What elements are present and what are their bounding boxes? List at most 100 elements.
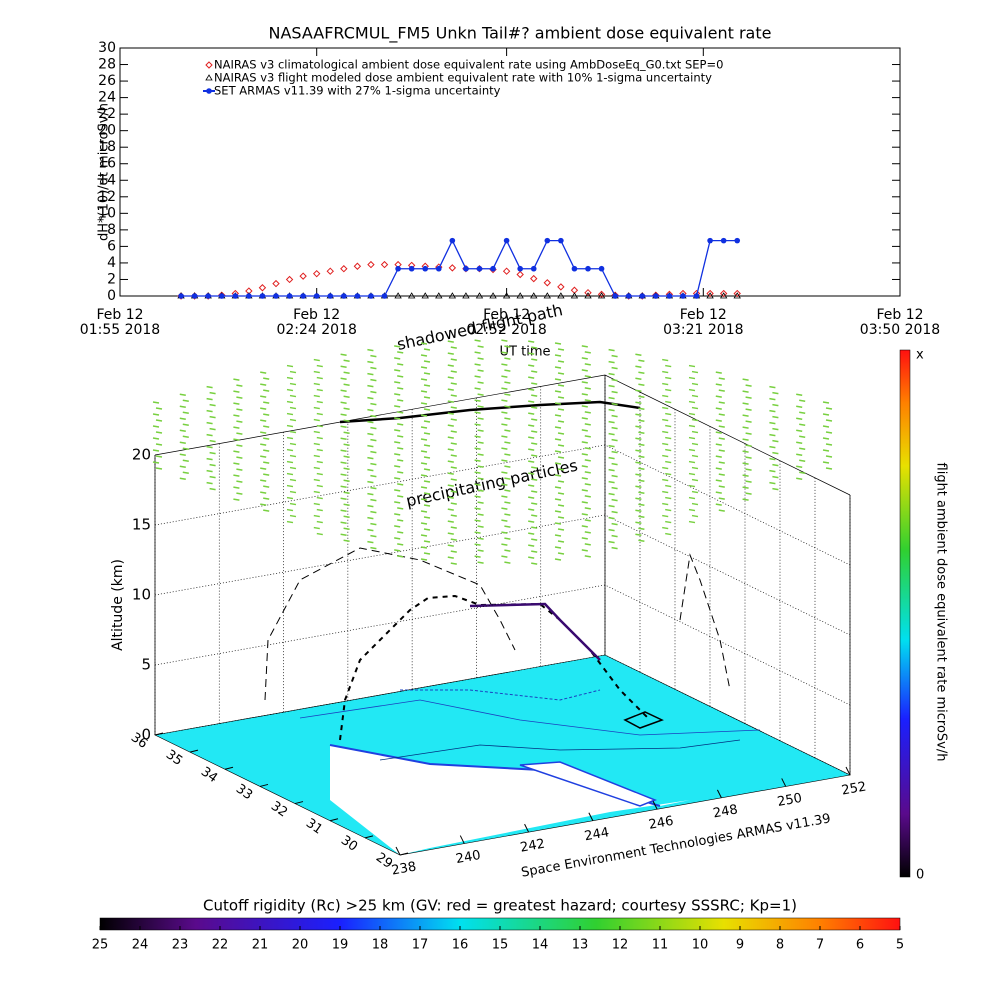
y-tick	[329, 818, 339, 822]
marker	[232, 293, 239, 299]
particle-dash	[638, 359, 645, 362]
particle-dash	[340, 437, 347, 440]
particle-dash	[772, 451, 779, 455]
particle-dash	[557, 552, 565, 555]
particle-dash	[501, 483, 508, 486]
particle-dash	[397, 411, 404, 414]
particle-dash	[635, 353, 642, 356]
particle-dash	[420, 354, 428, 357]
particle-dash	[742, 486, 749, 489]
y-tick-label: 30	[98, 40, 116, 56]
particle-dash	[394, 501, 401, 504]
particle-dash	[531, 454, 538, 457]
particle-dash	[554, 510, 562, 513]
particle-dash	[450, 490, 457, 493]
particle-dash	[236, 384, 243, 387]
particle-dash	[447, 532, 454, 535]
x-tick	[652, 801, 658, 810]
particle-dash	[581, 429, 588, 432]
y-tick-label: 31	[303, 816, 325, 838]
particle-dash	[501, 363, 508, 366]
particle-dash	[665, 532, 672, 536]
particle-dash	[584, 423, 591, 426]
particle-dash	[397, 507, 404, 510]
particle-dash	[233, 378, 240, 381]
marker	[354, 293, 361, 299]
particle-dash	[504, 405, 511, 408]
particle-dash	[367, 504, 374, 508]
particle-dash	[635, 389, 642, 392]
particle-dash	[313, 514, 320, 518]
particle-dash	[554, 534, 562, 537]
marker	[476, 265, 483, 272]
marker	[707, 237, 713, 244]
particle-dash	[557, 408, 565, 411]
particle-dash	[316, 520, 323, 524]
particle-dash	[638, 419, 645, 422]
particle-dash	[501, 447, 508, 450]
colorbar-tick-label: 21	[252, 938, 269, 953]
particle-dash	[718, 473, 725, 476]
z-tick-label: 20	[132, 446, 151, 464]
particle-dash	[504, 393, 511, 396]
y-tick-label: 2	[107, 271, 116, 287]
particle-dash	[688, 376, 696, 380]
particle-dash	[397, 459, 404, 462]
particle-dash	[370, 402, 377, 406]
particle-dash	[316, 472, 323, 476]
particle-dash	[635, 473, 642, 476]
particle-dash	[825, 467, 833, 470]
particle-dash	[531, 514, 538, 517]
marker	[612, 293, 618, 299]
particle-dash	[423, 396, 431, 399]
particle-dash	[370, 474, 377, 478]
particle-dash	[397, 423, 404, 426]
particle-dash	[501, 351, 508, 354]
particle-dash	[501, 435, 508, 438]
particle-dash	[611, 486, 618, 490]
particle-dash	[182, 399, 189, 402]
series-line	[181, 239, 738, 297]
marker	[734, 237, 741, 244]
particle-dash	[450, 418, 457, 421]
particle-dash	[370, 426, 377, 430]
particle-dash	[665, 412, 672, 416]
marker	[489, 292, 497, 299]
particle-dash	[209, 391, 216, 395]
particle-dash	[635, 497, 642, 500]
particle-dash	[691, 370, 699, 374]
particle-dash	[584, 495, 591, 498]
particle-dash	[420, 390, 428, 393]
particle-dash	[340, 473, 347, 476]
particle-dash	[286, 400, 294, 404]
particle-dash	[554, 486, 562, 489]
particle-dash	[179, 417, 186, 420]
particle-dash	[370, 390, 377, 394]
particle-dash	[688, 448, 696, 452]
particle-dash	[394, 549, 401, 552]
y-tick	[364, 835, 374, 839]
y-tick-label: 26	[98, 73, 116, 89]
particle-dash	[528, 460, 535, 463]
particle-dash	[715, 455, 722, 458]
particle-dash	[665, 448, 672, 452]
particle-dash	[611, 474, 618, 478]
particle-dash	[638, 539, 645, 542]
particle-dash	[557, 528, 565, 531]
marker	[557, 283, 565, 291]
marker	[313, 293, 320, 299]
colorbar-tick-label: 9	[736, 938, 744, 953]
legend-marker	[205, 61, 213, 69]
particle-dash	[691, 418, 699, 422]
particle-dash	[313, 454, 320, 458]
particle-dash	[155, 467, 163, 470]
y-tick-label: 20	[98, 123, 116, 139]
particle-dash	[691, 382, 699, 386]
particle-dash	[584, 483, 591, 486]
particle-dash	[504, 381, 511, 384]
particle-dash	[313, 442, 320, 446]
marker	[340, 265, 348, 273]
particle-dash	[316, 484, 323, 488]
